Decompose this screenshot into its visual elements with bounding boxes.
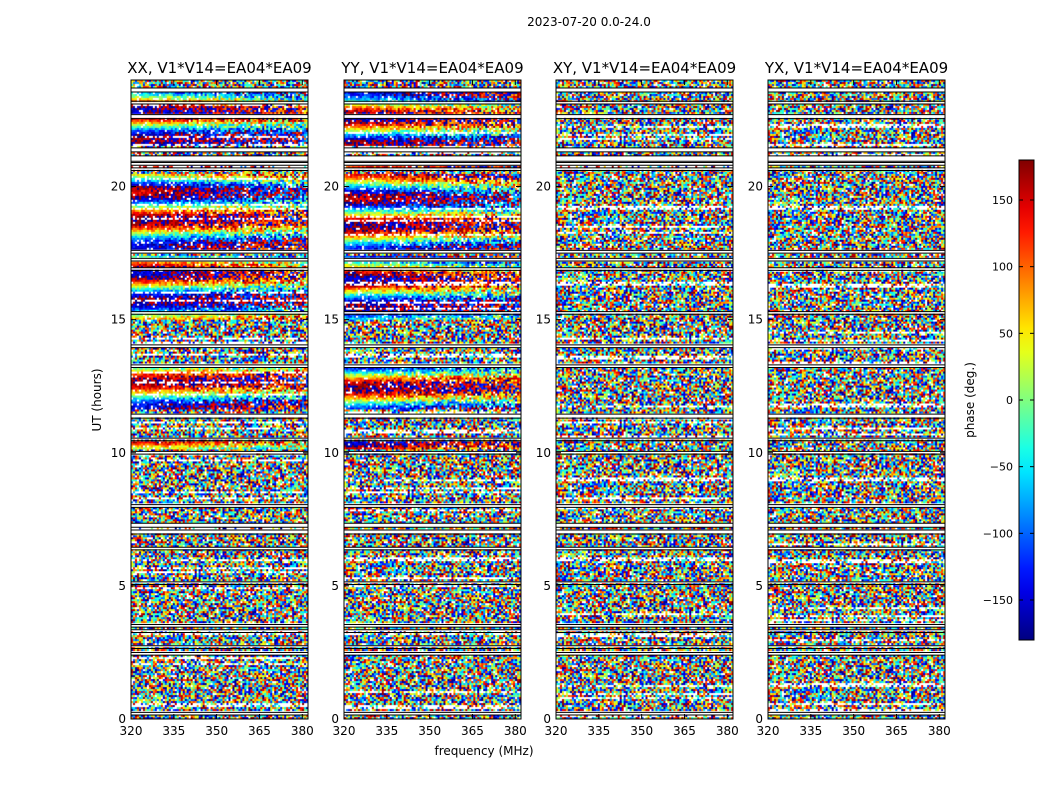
x-tick-label: 380 <box>291 724 314 738</box>
panel-title: XX, V1*V14=EA04*EA09 <box>127 59 311 77</box>
panel-4: YX, V1*V14=EA04*EA09 320 335 350 365 380 0 5 10 1… <box>748 59 951 738</box>
x-tick-label: 365 <box>673 724 696 738</box>
y-tick-label: 20 <box>324 180 339 194</box>
y-tick-label: 10 <box>324 446 339 460</box>
x-tick-label: 320 <box>757 724 780 738</box>
x-tick-label: 335 <box>162 724 185 738</box>
x-tick-label: 365 <box>885 724 908 738</box>
y-tick-label: 20 <box>748 180 763 194</box>
x-tick-label: 335 <box>799 724 822 738</box>
panel-3: XY, V1*V14=EA04*EA09 320 335 350 365 380 0 5 10 1… <box>536 59 739 738</box>
colorbar-tick-label: −50 <box>990 461 1013 474</box>
colorbar-tick-label: −100 <box>983 527 1013 540</box>
panel-title: YX, V1*V14=EA04*EA09 <box>764 59 948 77</box>
heatmap-image <box>768 80 945 719</box>
y-tick-label: 15 <box>324 313 339 327</box>
y-tick-label: 15 <box>536 313 551 327</box>
heatmap-image <box>131 80 308 719</box>
figure-suptitle: 2023-07-20 0.0-24.0 <box>527 15 651 29</box>
x-tick-label: 380 <box>504 724 527 738</box>
y-tick-label: 15 <box>111 313 126 327</box>
colorbar: 150 100 50 0 −50 −100 −150 <box>983 159 1035 641</box>
y-tick-label: 0 <box>755 712 763 726</box>
x-tick-label: 350 <box>418 724 441 738</box>
y-tick-label: 0 <box>331 712 339 726</box>
panel-1: XX, V1*V14=EA04*EA09 320 335 350 365 380 0 5 10 1… <box>111 59 314 738</box>
x-tick-label: 335 <box>587 724 610 738</box>
x-tick-label: 350 <box>630 724 653 738</box>
x-tick-label: 335 <box>375 724 398 738</box>
y-tick-label: 5 <box>331 579 339 593</box>
heatmap-image <box>344 80 521 719</box>
x-tick-label: 380 <box>928 724 951 738</box>
panel-frame <box>767 79 946 720</box>
y-tick-label: 15 <box>748 313 763 327</box>
colorbar-label: phase (deg.) <box>963 362 977 438</box>
x-tick-label: 320 <box>120 724 143 738</box>
colorbar-tick-label: 0 <box>1006 394 1013 407</box>
panels: XX, V1*V14=EA04*EA09 320 335 350 365 380 0 5 10 1… <box>111 59 951 738</box>
x-tick-label: 365 <box>461 724 484 738</box>
x-tick-label: 320 <box>333 724 356 738</box>
panel-2: YY, V1*V14=EA04*EA09 320 335 350 365 380 0 5 10 1… <box>324 59 527 738</box>
y-tick-label: 10 <box>748 446 763 460</box>
y-tick-label: 0 <box>543 712 551 726</box>
y-tick-label: 5 <box>543 579 551 593</box>
y-tick-label: 20 <box>111 180 126 194</box>
y-tick-label: 10 <box>536 446 551 460</box>
panel-frame <box>555 79 734 720</box>
x-tick-label: 365 <box>248 724 271 738</box>
x-tick-label: 320 <box>545 724 568 738</box>
y-tick-label: 5 <box>118 579 126 593</box>
x-axis-label: frequency (MHz) <box>434 744 533 758</box>
colorbar-tick-label: 50 <box>999 327 1013 340</box>
colorbar-tick-label: 150 <box>992 194 1013 207</box>
heatmap-image <box>556 80 733 719</box>
panel-title: YY, V1*V14=EA04*EA09 <box>340 59 523 77</box>
y-tick-label: 5 <box>755 579 763 593</box>
x-tick-label: 350 <box>842 724 865 738</box>
y-tick-label: 10 <box>111 446 126 460</box>
x-tick-label: 350 <box>205 724 228 738</box>
x-tick-label: 380 <box>716 724 739 738</box>
colorbar-tick-label: 100 <box>992 261 1013 274</box>
colorbar-tick-label: −150 <box>983 594 1013 607</box>
panel-frame <box>343 79 522 720</box>
y-axis-label: UT (hours) <box>90 368 104 431</box>
y-tick-label: 0 <box>118 712 126 726</box>
y-tick-label: 20 <box>536 180 551 194</box>
panel-frame <box>130 79 309 720</box>
panel-title: XY, V1*V14=EA04*EA09 <box>553 59 736 77</box>
